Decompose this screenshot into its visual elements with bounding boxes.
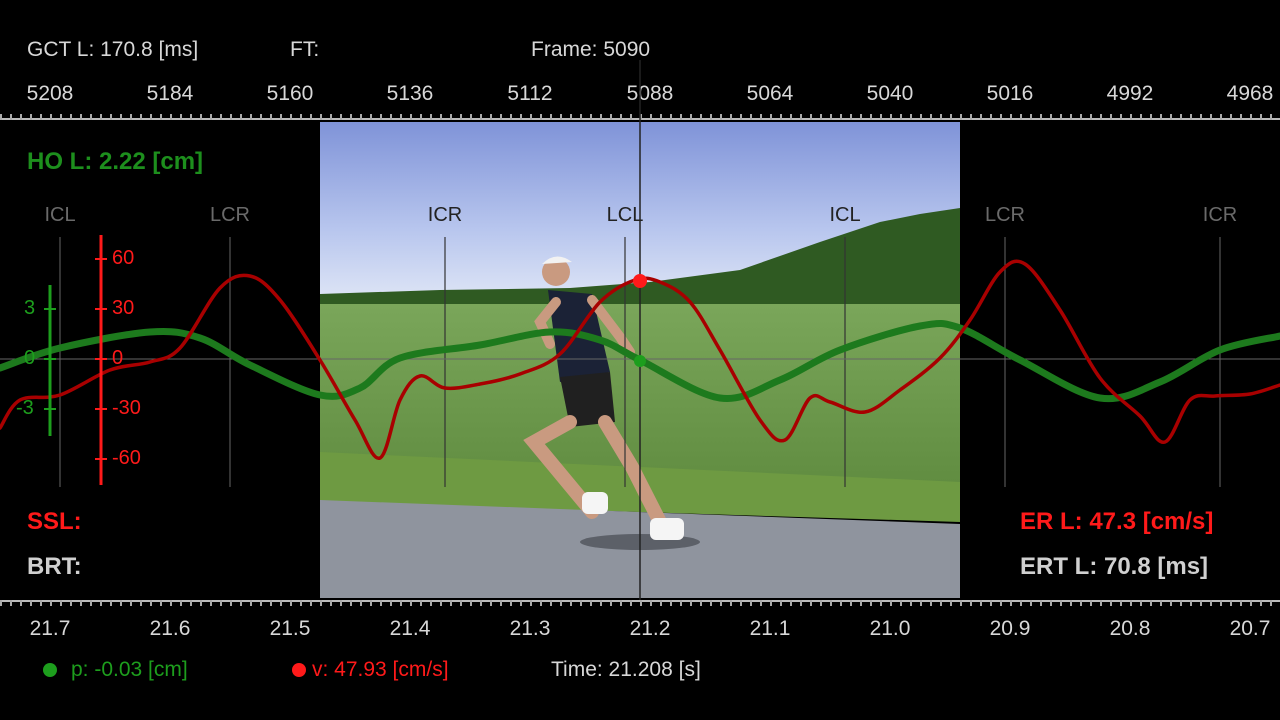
velocity-dot-icon [292, 663, 306, 678]
frame-tick-label: 5208 [26, 82, 74, 105]
treeline [320, 208, 960, 322]
position-curve [0, 319, 1280, 403]
ssl-metric: SSL: [27, 508, 82, 535]
event-label-icr: ICR [427, 204, 463, 226]
frame-tick-label: 4968 [1226, 82, 1274, 105]
time-tick-label: 21.2 [629, 617, 671, 640]
velocity-tick-label: 30 [112, 297, 135, 319]
er-metric: ER L: 47.3 [cm/s] [1020, 508, 1214, 535]
bottom-ruler[interactable] [0, 600, 1280, 606]
time-tick-label: 21.5 [269, 617, 311, 640]
event-label-icl: ICL [829, 204, 861, 226]
frame-tick-label: 5112 [507, 82, 553, 105]
position-tick-label: 3 [24, 297, 36, 319]
frame-tick-label: 5136 [386, 82, 434, 105]
time-tick-label: 20.8 [1109, 617, 1151, 640]
time-tick-label: 21.4 [389, 617, 431, 640]
time-tick-label: 20.9 [989, 617, 1031, 640]
time-tick-label: 21.7 [29, 617, 71, 640]
event-label-lcl: LCL [606, 204, 644, 226]
event-lines [59, 237, 1221, 487]
position-tick-label: -3 [16, 397, 34, 419]
velocity-tick-label: -60 [112, 447, 141, 469]
frame-readout: Frame: 5090 [531, 38, 651, 61]
event-label-icr: ICR [1202, 204, 1238, 226]
time-readout: Time: 21.208 [s] [551, 658, 701, 681]
frame-tick-label: 5040 [866, 82, 914, 105]
time-tick-label: 20.7 [1229, 617, 1271, 640]
frame-tick-label: 5064 [746, 82, 794, 105]
position-tick-label: 0 [24, 347, 36, 369]
gct-readout: GCT L: 170.8 [ms] [27, 38, 199, 61]
ert-metric: ERT L: 70.8 [ms] [1020, 553, 1209, 580]
event-label-lcr: LCR [984, 204, 1026, 226]
frame-tick-label: 5088 [626, 82, 674, 105]
brt-metric: BRT: [27, 553, 82, 580]
ft-readout: FT: [290, 38, 320, 61]
time-tick-label: 21.0 [869, 617, 911, 640]
velocity-tick-label: -30 [112, 397, 141, 419]
position-readout: p: -0.03 [cm] [43, 658, 188, 682]
frame-tick-label: 5184 [146, 82, 194, 105]
velocity-marker [633, 274, 647, 288]
position-dot-icon [43, 663, 57, 678]
frame-tick-label: 5160 [266, 82, 314, 105]
frame-tick-label: 4992 [1106, 82, 1154, 105]
time-tick-label: 21.3 [509, 617, 551, 640]
velocity-readout: v: 47.93 [cm/s] [292, 658, 449, 682]
velocity-tick-label: 60 [112, 247, 135, 269]
position-marker [634, 355, 646, 367]
velocity-curve [0, 259, 1280, 460]
velocity-tick-label: 0 [112, 347, 124, 369]
time-tick-label: 21.1 [749, 617, 791, 640]
event-label-lcr: LCR [209, 204, 251, 226]
event-label-icl: ICL [44, 204, 76, 226]
frame-tick-label: 5016 [986, 82, 1034, 105]
time-tick-label: 21.6 [149, 617, 191, 640]
ho-metric: HO L: 2.22 [cm] [27, 148, 204, 175]
